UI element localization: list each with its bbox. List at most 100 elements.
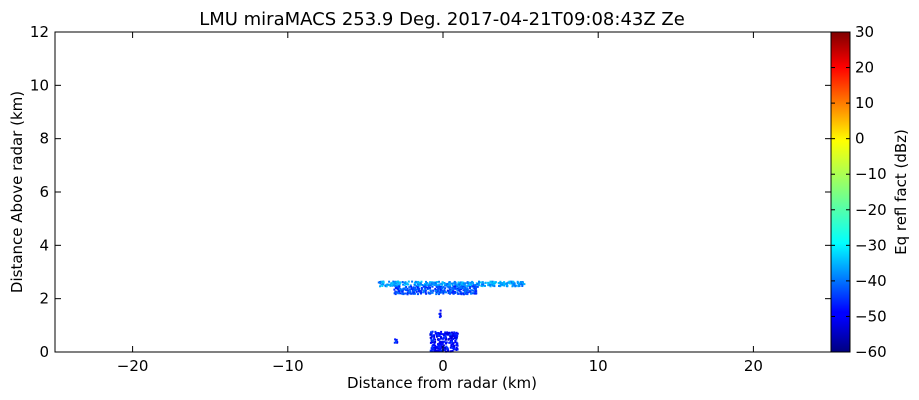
echo-pixel [451, 284, 454, 287]
echo-pixel [408, 290, 411, 293]
echo-pixel [523, 283, 526, 286]
echo-pixel [453, 344, 456, 347]
echo-pixel [397, 289, 400, 292]
echo-pixel [439, 343, 442, 346]
y-axis-label: Distance Above radar (km) [8, 91, 26, 293]
echo-pixel [419, 282, 422, 285]
colorbar-tick-label: −20 [855, 201, 887, 219]
echo-pixel [448, 288, 451, 291]
echo-region [393, 285, 479, 296]
echo-pixel [470, 281, 473, 284]
x-axis: −20 −10 0 10 20 [117, 32, 763, 375]
echo-pixel [426, 283, 429, 286]
echo-pixel [425, 286, 428, 289]
echo-pixel [448, 333, 451, 336]
echo-pixel [493, 283, 496, 286]
echo-pixel [450, 344, 453, 347]
echo-pixel [487, 282, 490, 285]
echo-pixel [416, 281, 418, 284]
echo-pixel [394, 281, 397, 284]
echo-pixel [413, 283, 416, 286]
echo-region [393, 338, 399, 344]
echo-pixel [401, 288, 404, 291]
echo-pixel [443, 291, 446, 294]
colorbar-tick-label: −50 [855, 307, 887, 325]
echo-pixel [391, 283, 394, 286]
echo-pixel [449, 341, 452, 344]
echo-pixel [473, 286, 476, 289]
echo-pixel [451, 282, 453, 285]
echo-pixel [380, 283, 383, 286]
echo-pixel [517, 285, 520, 288]
echo-pixel [451, 287, 454, 289]
echo-pixel [448, 284, 451, 287]
echo-pixel [409, 284, 412, 287]
echo-pixel [453, 335, 456, 338]
echo-pixel [429, 289, 432, 292]
echo-pixel [394, 280, 397, 283]
echo-pixel [474, 285, 477, 288]
echo-pixel [476, 283, 479, 285]
echo-pixel [440, 290, 443, 293]
echo-pixel [518, 285, 521, 287]
echo-pixel [456, 292, 459, 295]
colorbar-tick-label: 30 [855, 23, 874, 41]
echo-pixel [436, 332, 439, 335]
echo-pixel [510, 282, 513, 285]
echo-pixel [446, 331, 449, 334]
echo-pixel [409, 288, 411, 291]
echo-pixel [414, 288, 417, 291]
x-tick-label: 0 [438, 357, 448, 375]
echo-pixel [432, 281, 435, 284]
echo-pixel [459, 285, 462, 288]
echo-pixel [461, 285, 464, 288]
echo-pixel [381, 285, 384, 287]
echo-pixel [470, 292, 472, 295]
echo-pixel [447, 338, 450, 341]
echo-pixel [494, 281, 497, 284]
echo-pixel [434, 344, 437, 347]
echo-pixel [402, 283, 405, 286]
echo-pixel [389, 284, 392, 287]
echo-pixel [404, 281, 407, 284]
echo-pixel [462, 286, 465, 289]
echo-pixel [394, 293, 397, 296]
echo-pixel [437, 292, 440, 295]
echo-pixel [449, 291, 452, 294]
echo-pixel [418, 284, 421, 287]
echo-pixel [444, 346, 446, 349]
echo-pixel [433, 334, 435, 337]
echo-pixel [451, 291, 454, 294]
echo-pixel [472, 283, 475, 286]
echo-pixel [385, 285, 388, 288]
echo-pixel [442, 337, 444, 340]
echo-pixel [454, 332, 456, 335]
colorbar-ticks: 30 20 10 0 −10 −20 −30 −40 −50 −60 [831, 23, 887, 361]
echo-pixel [494, 282, 497, 285]
echo-pixel [435, 283, 438, 286]
echo-pixel [386, 283, 389, 286]
echo-pixel [490, 282, 493, 285]
echo-pixel [453, 337, 456, 340]
echo-pixel [519, 281, 522, 284]
echo-pixel [456, 335, 459, 337]
echo-pixel [451, 337, 453, 340]
echo-pixel [434, 289, 437, 292]
echo-pixel [452, 290, 455, 293]
echo-pixel [424, 284, 427, 287]
echo-pixel [432, 338, 435, 341]
echo-pixel [438, 333, 441, 336]
echo-pixel [480, 285, 483, 287]
echo-pixel [503, 284, 506, 287]
echo-pixel [427, 285, 430, 288]
echo-pixel [489, 284, 492, 286]
echo-layer [377, 280, 526, 353]
echo-pixel [441, 286, 444, 289]
echo-pixel [460, 288, 462, 291]
echo-pixel [450, 343, 453, 346]
echo-pixel [446, 333, 449, 335]
echo-pixel [431, 341, 434, 344]
echo-pixel [445, 341, 448, 344]
echo-pixel [438, 346, 441, 349]
x-tick-label: 10 [589, 357, 608, 375]
